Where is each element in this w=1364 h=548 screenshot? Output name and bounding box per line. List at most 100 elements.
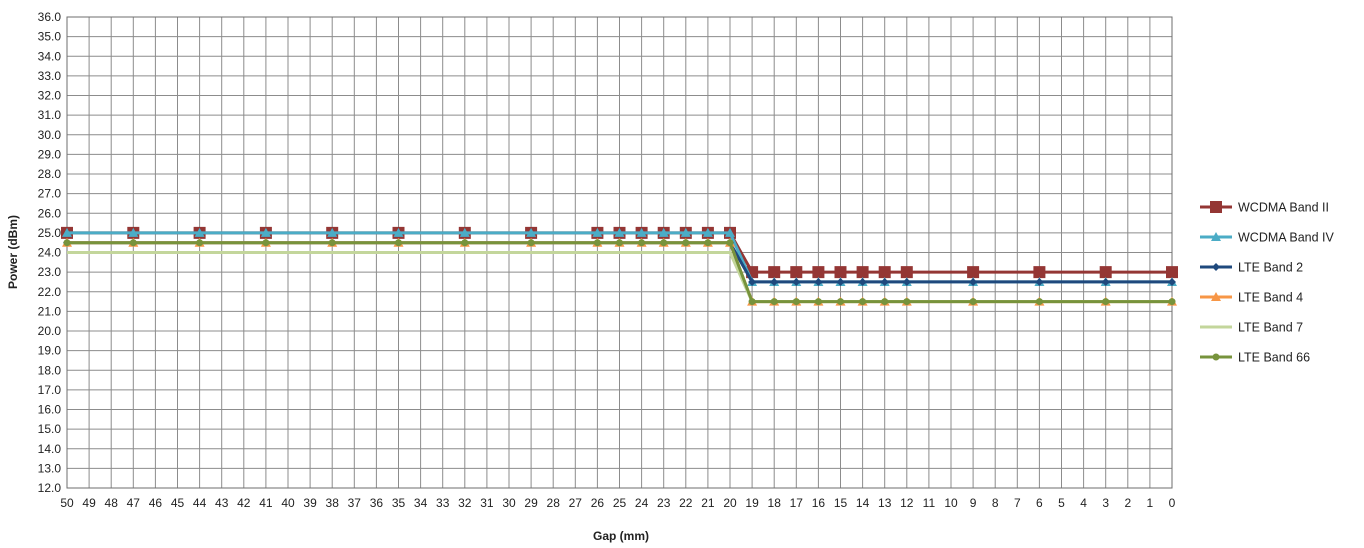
x-tick-label: 39 xyxy=(303,496,317,510)
data-point xyxy=(1166,266,1178,278)
legend-marker xyxy=(1210,201,1222,213)
x-tick-label: 16 xyxy=(812,496,826,510)
data-point xyxy=(660,239,667,246)
x-tick-label: 23 xyxy=(657,496,671,510)
y-tick-label: 29.0 xyxy=(38,147,62,161)
data-point xyxy=(903,298,910,305)
x-tick-label: 21 xyxy=(701,496,715,510)
data-point xyxy=(638,239,645,246)
x-tick-label: 27 xyxy=(569,496,583,510)
data-point xyxy=(727,239,734,246)
legend-item: WCDMA Band II xyxy=(1200,201,1329,215)
y-axis-title: Power (dBm) xyxy=(6,215,20,289)
x-tick-label: 26 xyxy=(591,496,605,510)
legend: WCDMA Band II WCDMA Band IV LTE Band 2 LTE … xyxy=(1200,201,1335,365)
x-tick-label: 22 xyxy=(679,496,693,510)
x-tick-label: 42 xyxy=(237,496,251,510)
x-tick-label: 44 xyxy=(193,496,207,510)
data-point xyxy=(1036,298,1043,305)
y-tick-label: 20.0 xyxy=(38,324,62,338)
y-tick-label: 14.0 xyxy=(38,442,62,456)
legend-label: LTE Band 4 xyxy=(1238,291,1303,305)
legend-item: LTE Band 66 xyxy=(1200,351,1310,365)
data-point xyxy=(771,298,778,305)
x-tick-label: 10 xyxy=(944,496,958,510)
legend-label: WCDMA Band II xyxy=(1238,201,1329,215)
data-point xyxy=(262,239,269,246)
data-point xyxy=(130,239,137,246)
data-point xyxy=(793,298,800,305)
y-tick-label: 34.0 xyxy=(38,49,62,63)
x-tick-label: 29 xyxy=(524,496,538,510)
x-tick-label: 34 xyxy=(414,496,428,510)
data-point xyxy=(329,239,336,246)
x-tick-label: 30 xyxy=(502,496,516,510)
x-tick-label: 5 xyxy=(1058,496,1065,510)
y-tick-label: 32.0 xyxy=(38,89,62,103)
y-tick-label: 36.0 xyxy=(38,10,62,24)
x-tick-label: 47 xyxy=(127,496,141,510)
y-tick-label: 33.0 xyxy=(38,69,62,83)
data-point xyxy=(64,239,71,246)
y-tick-label: 30.0 xyxy=(38,128,62,142)
data-point xyxy=(859,298,866,305)
x-tick-label: 36 xyxy=(370,496,384,510)
x-tick-label: 46 xyxy=(149,496,163,510)
x-tick-label: 0 xyxy=(1169,496,1176,510)
y-tick-label: 13.0 xyxy=(38,461,62,475)
legend-item: LTE Band 2 xyxy=(1200,261,1303,275)
y-tick-label: 17.0 xyxy=(38,383,62,397)
x-tick-label: 14 xyxy=(856,496,870,510)
data-point xyxy=(815,298,822,305)
x-tick-label: 8 xyxy=(992,496,999,510)
x-tick-label: 3 xyxy=(1102,496,1109,510)
data-point xyxy=(881,298,888,305)
x-tick-label: 32 xyxy=(458,496,472,510)
y-tick-label: 26.0 xyxy=(38,206,62,220)
data-point xyxy=(196,239,203,246)
data-point xyxy=(616,239,623,246)
data-point xyxy=(768,266,780,278)
data-point xyxy=(395,239,402,246)
legend-marker xyxy=(1212,263,1220,271)
x-tick-label: 20 xyxy=(723,496,737,510)
y-tick-label: 12.0 xyxy=(38,481,62,495)
y-tick-label: 25.0 xyxy=(38,226,62,240)
x-tick-label: 43 xyxy=(215,496,229,510)
x-tick-label: 25 xyxy=(613,496,627,510)
x-tick-label: 19 xyxy=(745,496,759,510)
x-tick-label: 24 xyxy=(635,496,649,510)
y-tick-label: 16.0 xyxy=(38,403,62,417)
legend-label: LTE Band 2 xyxy=(1238,261,1303,275)
y-axis-ticks: 12.013.014.015.016.017.018.019.020.021.0… xyxy=(38,10,62,495)
y-tick-label: 35.0 xyxy=(38,30,62,44)
x-tick-label: 45 xyxy=(171,496,185,510)
data-point xyxy=(704,239,711,246)
y-tick-label: 19.0 xyxy=(38,344,62,358)
data-point xyxy=(970,298,977,305)
data-point xyxy=(682,239,689,246)
y-tick-label: 27.0 xyxy=(38,187,62,201)
legend-marker xyxy=(1213,354,1220,361)
x-tick-label: 4 xyxy=(1080,496,1087,510)
x-tick-label: 37 xyxy=(348,496,362,510)
x-tick-label: 38 xyxy=(326,496,340,510)
data-point xyxy=(1169,298,1176,305)
legend-item: WCDMA Band IV xyxy=(1200,231,1335,245)
y-tick-label: 23.0 xyxy=(38,265,62,279)
x-tick-label: 15 xyxy=(834,496,848,510)
data-point xyxy=(1100,266,1112,278)
legend-item: LTE Band 4 xyxy=(1200,291,1303,305)
data-point xyxy=(594,239,601,246)
x-tick-label: 7 xyxy=(1014,496,1021,510)
data-point xyxy=(528,239,535,246)
y-tick-label: 15.0 xyxy=(38,422,62,436)
x-tick-label: 33 xyxy=(436,496,450,510)
x-tick-label: 40 xyxy=(281,496,295,510)
x-axis-ticks: 50 49 48 47 46 45 44 43 42 41 40 39 38 37 36 35 34 33 32 31… xyxy=(60,496,1175,510)
data-point xyxy=(1033,266,1045,278)
x-tick-label: 41 xyxy=(259,496,273,510)
data-point xyxy=(812,266,824,278)
